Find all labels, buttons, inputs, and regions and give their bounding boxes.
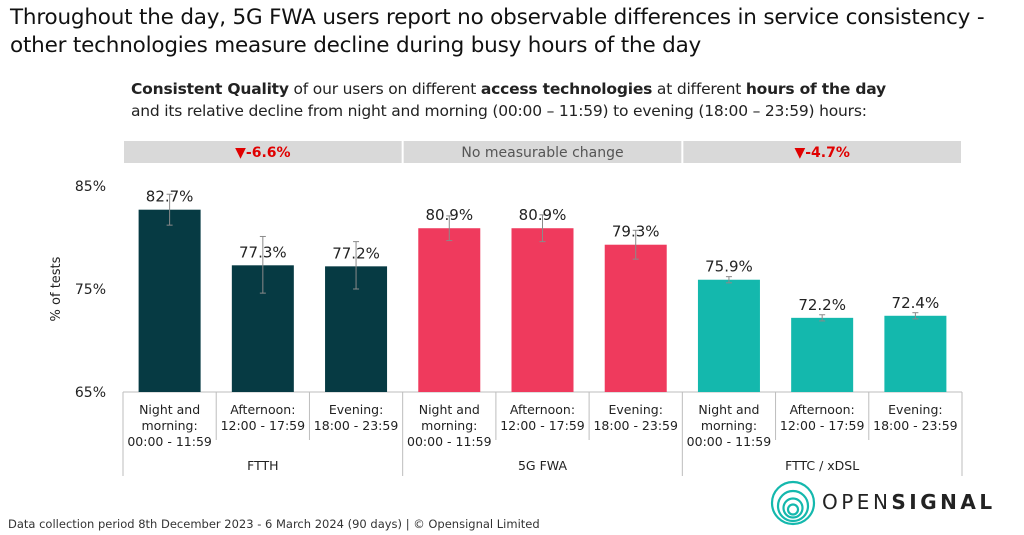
group-label-ftth: FTTH bbox=[247, 458, 278, 473]
x-tick-label-fttc-xdsl-0-2: 00:00 - 11:59 bbox=[687, 434, 772, 449]
x-tick-label-fttc-xdsl-1-0: Afternoon: bbox=[790, 402, 855, 417]
group-header-label-ftth: ▼-6.6% bbox=[235, 145, 290, 161]
data-label-fttc-xdsl-2: 72.4% bbox=[892, 294, 940, 312]
group-label-5g-fwa: 5G FWA bbox=[518, 458, 567, 473]
logo-ring-icon-2 bbox=[782, 497, 804, 519]
x-tick-label-5g-fwa-0-2: 00:00 - 11:59 bbox=[407, 434, 492, 449]
bar-5g-fwa-2 bbox=[604, 244, 667, 392]
group-header-label-fttc-xdsl: ▼-4.7% bbox=[794, 145, 849, 161]
logo-ring-icon-0 bbox=[770, 480, 816, 526]
subtitle-bold-consistent-quality: Consistent Quality bbox=[131, 80, 289, 98]
x-tick-label-fttc-xdsl-0-1: morning: bbox=[701, 418, 757, 433]
x-tick-label-5g-fwa-0-0: Night and bbox=[419, 402, 480, 417]
opensignal-logo-text: OPENSIGNAL bbox=[822, 490, 996, 514]
data-label-fttc-xdsl-0: 75.9% bbox=[705, 258, 753, 276]
bar-fttc-xdsl-0 bbox=[697, 279, 760, 392]
data-label-fttc-xdsl-1: 72.2% bbox=[798, 296, 846, 314]
x-tick-label-fttc-xdsl-1-1: 12:00 - 17:59 bbox=[780, 418, 865, 433]
x-tick-label-ftth-2-0: Evening: bbox=[329, 402, 383, 417]
x-tick-label-fttc-xdsl-2-0: Evening: bbox=[888, 402, 942, 417]
subtitle-text-1: of our users on different bbox=[288, 80, 481, 98]
y-tick-label-85: 85% bbox=[75, 179, 106, 195]
subtitle-line-2: and its relative decline from night and … bbox=[131, 102, 867, 120]
x-tick-label-5g-fwa-2-1: 18:00 - 23:59 bbox=[593, 418, 678, 433]
bar-fttc-xdsl-2 bbox=[884, 315, 947, 392]
data-label-ftth-2: 77.2% bbox=[332, 244, 380, 262]
x-tick-label-5g-fwa-1-0: Afternoon: bbox=[510, 402, 575, 417]
bar-ftth-0 bbox=[138, 209, 201, 392]
x-tick-label-fttc-xdsl-2-1: 18:00 - 23:59 bbox=[873, 418, 958, 433]
bar-fttc-xdsl-1 bbox=[791, 317, 854, 392]
subtitle-bold-hours-of-day: hours of the day bbox=[745, 80, 886, 98]
subtitle-bold-access-technologies: access technologies bbox=[480, 80, 653, 98]
data-label-ftth-0: 82.7% bbox=[146, 188, 194, 206]
data-label-5g-fwa-0: 80.9% bbox=[425, 206, 473, 224]
logo-ring-icon-1 bbox=[776, 489, 810, 523]
x-tick-label-ftth-2-1: 18:00 - 23:59 bbox=[314, 418, 399, 433]
logo-text-open: OPEN bbox=[822, 490, 892, 514]
chart-title: Throughout the day, 5G FWA users report … bbox=[10, 5, 985, 58]
x-tick-label-5g-fwa-2-0: Evening: bbox=[608, 402, 662, 417]
y-tick-label-75: 75% bbox=[75, 282, 106, 298]
x-tick-label-ftth-0-1: morning: bbox=[142, 418, 198, 433]
x-tick-label-ftth-1-0: Afternoon: bbox=[230, 402, 295, 417]
logo-ring-icon-3 bbox=[786, 503, 800, 516]
x-tick-label-5g-fwa-1-1: 12:00 - 17:59 bbox=[500, 418, 585, 433]
group-header-bg-ftth bbox=[124, 141, 402, 163]
x-tick-label-5g-fwa-0-1: morning: bbox=[421, 418, 477, 433]
x-tick-label-ftth-0-0: Night and bbox=[139, 402, 200, 417]
data-label-5g-fwa-1: 80.9% bbox=[519, 206, 567, 224]
bar-5g-fwa-0 bbox=[418, 228, 481, 392]
logo-text-signal: SIGNAL bbox=[891, 490, 996, 514]
y-axis-label: % of tests bbox=[49, 256, 64, 321]
x-tick-label-ftth-1-1: 12:00 - 17:59 bbox=[221, 418, 306, 433]
group-header-bg-fttc-xdsl bbox=[683, 141, 961, 163]
x-tick-label-fttc-xdsl-0-0: Night and bbox=[698, 402, 759, 417]
x-tick-label-ftth-0-2: 00:00 - 11:59 bbox=[127, 434, 212, 449]
y-tick-label-65: 65% bbox=[75, 385, 106, 401]
footer-note: Data collection period 8th December 2023… bbox=[8, 517, 540, 531]
group-header-label-5g-fwa: No measurable change bbox=[461, 145, 623, 161]
chart-subtitle: Consistent Quality of our users on diffe… bbox=[131, 78, 1011, 122]
subtitle-line-1: Consistent Quality of our users on diffe… bbox=[131, 78, 1011, 100]
group-label-fttc-xdsl: FTTC / xDSL bbox=[785, 458, 859, 473]
data-label-5g-fwa-2: 79.3% bbox=[612, 223, 660, 241]
bar-5g-fwa-1 bbox=[511, 228, 574, 392]
subtitle-text-2: at different bbox=[652, 80, 746, 98]
data-label-ftth-1: 77.3% bbox=[239, 243, 287, 261]
group-header-bg-5g-fwa bbox=[403, 141, 682, 163]
